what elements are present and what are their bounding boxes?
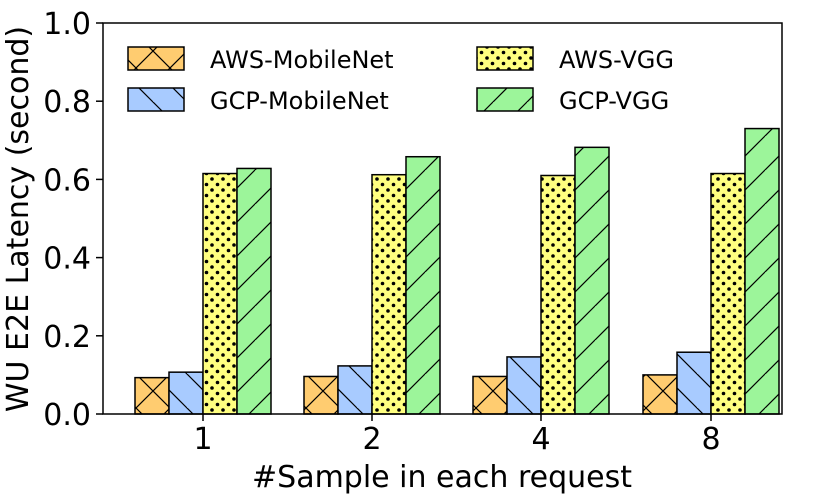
bar-aws-vgg-1: [202, 172, 238, 415]
bar-gcp-vgg-1: [236, 167, 272, 415]
y-tick-label: 0.8: [43, 85, 91, 120]
x-axis-ticks: 1 2 4 8: [193, 414, 721, 457]
bar-gcp-mobilenet-8: [676, 351, 712, 415]
bar-aws-mobilenet-2: [303, 375, 339, 415]
x-tick-label: 8: [701, 422, 720, 457]
legend-label: AWS-MobileNet: [210, 46, 394, 74]
bars-layer: [134, 127, 780, 415]
legend-label: GCP-VGG: [559, 87, 669, 115]
x-tick-label: 1: [193, 422, 212, 457]
y-tick-label: 0.2: [43, 320, 91, 355]
bar-aws-mobilenet-4: [472, 375, 508, 415]
y-tick-label: 0.0: [43, 398, 91, 433]
legend-item-gcp-mobilenet: GCP-MobileNet: [127, 87, 389, 115]
legend-label: AWS-VGG: [559, 46, 674, 74]
bar-aws-vgg-2: [371, 173, 407, 415]
bar-gcp-vgg-8: [744, 127, 780, 415]
x-tick-label: 2: [362, 422, 381, 457]
bar-aws-vgg-4: [540, 174, 576, 415]
legend-item-aws-mobilenet: AWS-MobileNet: [127, 46, 394, 74]
y-tick-label: 0.4: [43, 242, 91, 277]
plot-frame: [102, 22, 783, 415]
legend-item-aws-vgg: AWS-VGG: [476, 46, 674, 74]
bar-gcp-mobilenet-1: [168, 371, 204, 415]
bar-gcp-mobilenet-4: [506, 356, 542, 415]
legend-label: GCP-MobileNet: [210, 87, 389, 115]
y-tick-label: 1.0: [43, 7, 91, 42]
y-tick-label: 0.6: [43, 163, 91, 198]
y-axis-ticks: 0.0 0.2 0.4 0.6 0.8 1.0: [43, 7, 103, 433]
bar-aws-mobilenet-1: [134, 376, 170, 415]
legend: AWS-MobileNet GCP-MobileNet AWS-VGG GCP-VGG: [127, 46, 674, 115]
bar-gcp-vgg-2: [405, 155, 441, 415]
x-tick-label: 4: [531, 422, 550, 457]
bar-gcp-mobilenet-2: [337, 365, 373, 415]
bar-aws-mobilenet-8: [642, 374, 678, 415]
y-axis-title: WU E2E Latency (second): [1, 26, 36, 412]
x-axis-title: #Sample in each request: [252, 460, 632, 495]
legend-item-gcp-vgg: GCP-VGG: [476, 87, 669, 115]
bar-gcp-vgg-4: [574, 146, 610, 415]
bar-aws-vgg-8: [710, 172, 746, 415]
